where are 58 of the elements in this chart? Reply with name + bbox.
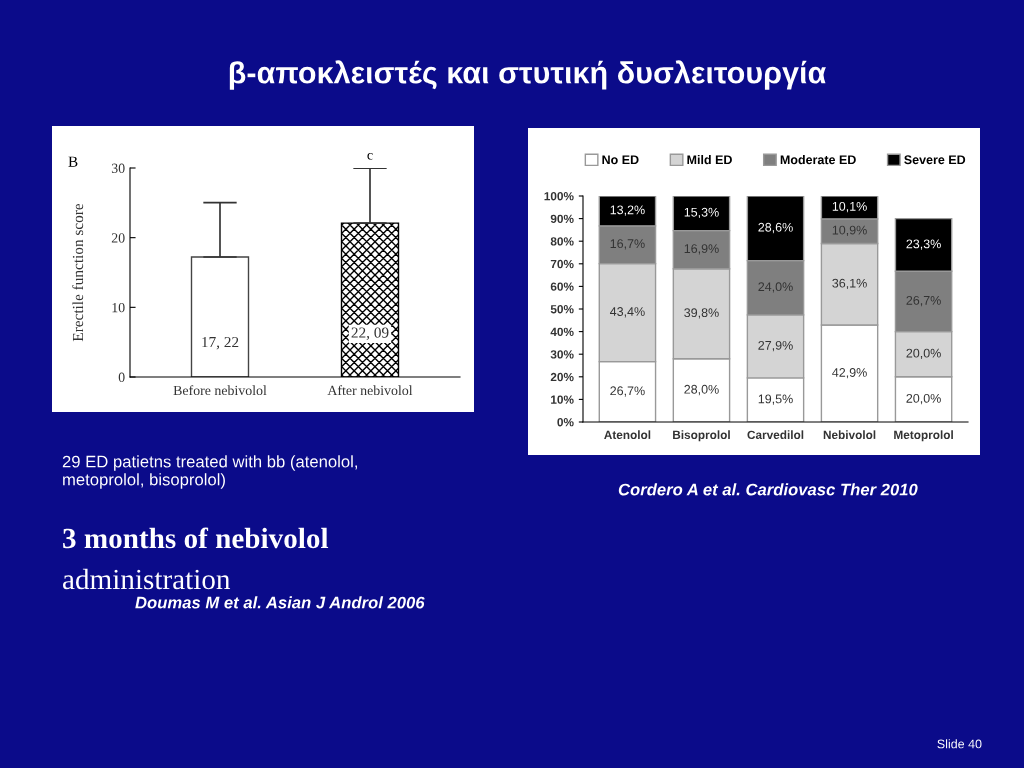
data-label: 28,6%	[758, 222, 793, 234]
data-label: 39,8%	[684, 308, 719, 319]
legend-label: Severe ED	[904, 155, 966, 165]
data-label: 28,0%	[684, 384, 719, 396]
text: Doumas M et al. Asian J Androl 2006	[135, 596, 425, 609]
data-label: 22, 09	[351, 327, 389, 340]
text: 3 months of nebivolol	[63, 527, 329, 549]
y-tick-label: 20	[111, 233, 125, 243]
data-label: 15,3%	[684, 207, 719, 219]
data-label: 42,9%	[832, 368, 867, 379]
data-label: 23,3%	[906, 239, 941, 250]
y-tick-label: 60%	[550, 282, 574, 291]
legend-label: No ED	[602, 155, 639, 165]
data-label: 27,9%	[758, 340, 793, 352]
data-label: 26,7%	[906, 295, 941, 307]
y-tick-label: 80%	[550, 237, 574, 246]
data-label: 10,1%	[832, 201, 867, 213]
data-label: 20,0%	[906, 348, 941, 360]
y-tick-label: 0%	[557, 418, 574, 427]
text: Slide 40	[937, 739, 982, 749]
data-label: 36,1%	[832, 278, 867, 290]
x-tick-label: Atenolol	[604, 430, 651, 439]
legend-label: Moderate ED	[780, 155, 856, 165]
data-label: 16,9%	[684, 244, 719, 255]
data-label: 24,0%	[758, 282, 793, 293]
y-tick-label: 30%	[550, 350, 574, 359]
data-label: 19,5%	[758, 394, 793, 405]
text: 29 ED patietns treated with bb (atenolol, metoprolol, bisoprolol)	[62, 455, 357, 489]
y-tick-label: 90%	[550, 214, 574, 223]
y-tick-label: 10%	[551, 395, 574, 404]
y-tick-label: 30	[111, 163, 125, 173]
text: administration	[63, 568, 231, 590]
data-label: 10,9%	[832, 225, 867, 236]
data-label: 43,4%	[609, 307, 645, 318]
data-label: 16,7%	[610, 239, 645, 250]
text: B	[68, 156, 78, 167]
data-label: 17, 22	[202, 336, 239, 350]
y-tick-label: 70%	[550, 259, 574, 269]
annotation: c	[367, 152, 373, 160]
data-label: 20,0%	[906, 393, 941, 405]
x-tick-label: Bisoprolol	[673, 430, 730, 442]
y-tick-label: 40%	[550, 327, 574, 336]
x-tick-label: Nebivolol	[823, 430, 876, 439]
y-tick-label: 10	[112, 302, 125, 313]
x-tick-label: Carvedilol	[747, 430, 804, 439]
text: Cordero A et al. Cardiovasc Ther 2010	[618, 483, 918, 496]
x-tick-label: After nebivolol	[327, 385, 413, 396]
y-axis-title: Erectile function score	[72, 203, 84, 342]
y-tick-label: 0	[118, 372, 125, 382]
data-label: 13,2%	[610, 205, 645, 216]
y-tick-label: 50%	[550, 305, 574, 314]
text: β-αποκλειστές και στυτική δυσλειτουργία	[229, 60, 826, 90]
y-tick-label: 100%	[544, 192, 574, 201]
data-label: 26,7%	[610, 386, 645, 397]
x-tick-label: Metoprolol	[894, 430, 953, 442]
x-tick-label: Before nebivolol	[173, 385, 267, 396]
y-tick-label: 20%	[550, 372, 574, 382]
legend-label: Mild ED	[687, 155, 732, 165]
